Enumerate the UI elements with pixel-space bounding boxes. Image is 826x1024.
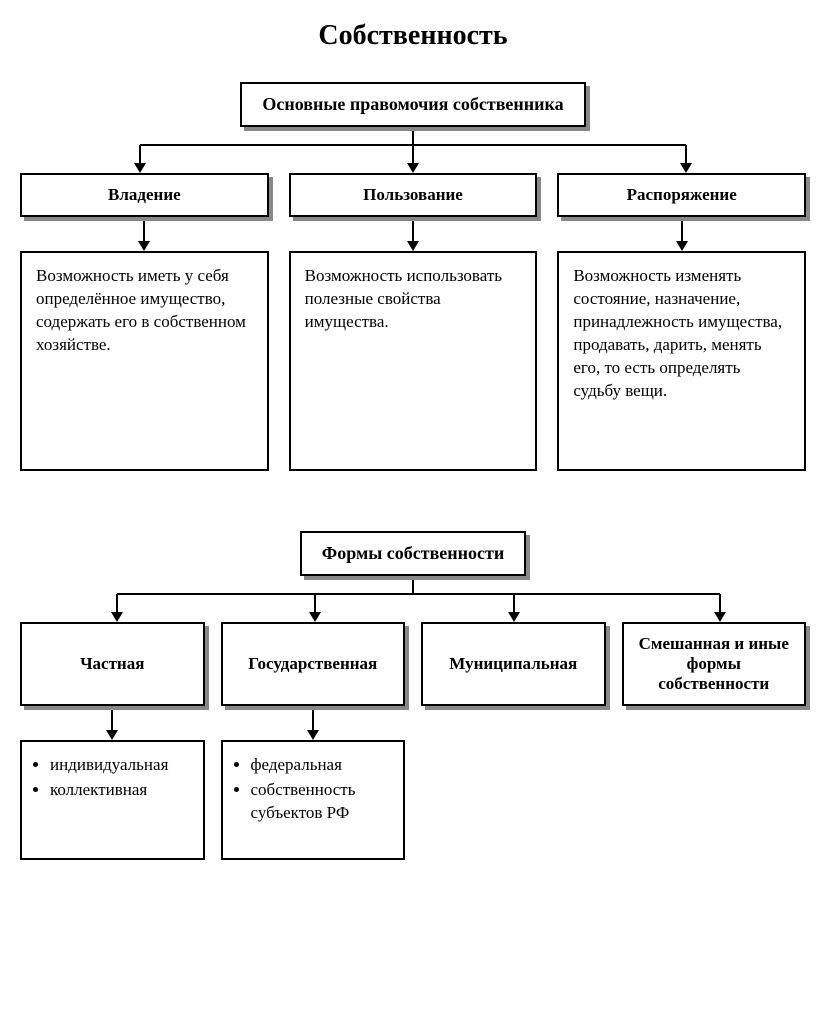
- section1-header: Основные правомочия собственника: [240, 82, 585, 127]
- arrow-icon: [403, 217, 423, 251]
- form2-items: федеральная собствен­ность субъек­тов РФ: [221, 740, 406, 860]
- child3-label: Распоряжение: [557, 173, 806, 217]
- form4-label: Смешанная и иные формы собственности: [622, 622, 807, 706]
- col-vladenie: Владение Возможность иметь у себя опреде…: [20, 173, 269, 471]
- arrow-icon: [672, 217, 692, 251]
- col-rasporyazhenie: Распоряжение Возможность изменять состоя…: [557, 173, 806, 471]
- arrow-icon: [134, 217, 154, 251]
- child1-description: Возможность иметь у себя определённое им…: [20, 251, 269, 471]
- col-gosudarstvennaya: Государст­венная федеральная собствен­но…: [221, 622, 406, 860]
- child2-label: Пользование: [289, 173, 538, 217]
- section-forms: Формы собственности Частная: [20, 531, 806, 860]
- arrow-icon: [303, 706, 323, 740]
- header-box-shadow: Формы собственности: [300, 531, 527, 576]
- header-box-shadow: Основные правомочия собственника: [240, 82, 585, 127]
- child-label-shadow: Распоряжение: [557, 173, 806, 217]
- child1-label: Владение: [20, 173, 269, 217]
- child-label-shadow: Пользование: [289, 173, 538, 217]
- child-label-shadow: Государст­венная: [221, 622, 406, 706]
- col-munitsipalnaya: Муници­пальная: [421, 622, 606, 860]
- list-item: собствен­ность субъек­тов РФ: [251, 779, 392, 825]
- child-label-shadow: Частная: [20, 622, 205, 706]
- child-label-shadow: Муници­пальная: [421, 622, 606, 706]
- form3-label: Муници­пальная: [421, 622, 606, 706]
- page-title: Собственность: [20, 20, 806, 52]
- list-item: федеральная: [251, 754, 392, 777]
- col-polzovanie: Пользование Возможность использовать пол…: [289, 173, 538, 471]
- col-chastnaya: Частная индивидуаль­ная коллективная: [20, 622, 205, 860]
- child-label-shadow: Владение: [20, 173, 269, 217]
- section1-children-row: Владение Возможность иметь у себя опреде…: [20, 173, 806, 471]
- connector-section2: [20, 576, 806, 622]
- col-smeshannaya: Смешанная и иные формы собственности: [622, 622, 807, 860]
- list-item: индивидуаль­ная: [50, 754, 191, 777]
- section2-children-row: Частная индивидуаль­ная коллективная Гос…: [20, 622, 806, 860]
- connector-section1: [20, 127, 806, 173]
- section-powers: Основные правомочия собственника Владени…: [20, 82, 806, 471]
- form2-label: Государст­венная: [221, 622, 406, 706]
- form1-label: Частная: [20, 622, 205, 706]
- form1-items: индивидуаль­ная коллективная: [20, 740, 205, 860]
- child-label-shadow: Смешанная и иные формы собственности: [622, 622, 807, 706]
- child3-description: Возможность изменять состояние, назначен…: [557, 251, 806, 471]
- arrow-icon: [102, 706, 122, 740]
- section2-header: Формы собственности: [300, 531, 527, 576]
- child2-description: Возможность использовать полезные свойст…: [289, 251, 538, 471]
- list-item: коллективная: [50, 779, 191, 802]
